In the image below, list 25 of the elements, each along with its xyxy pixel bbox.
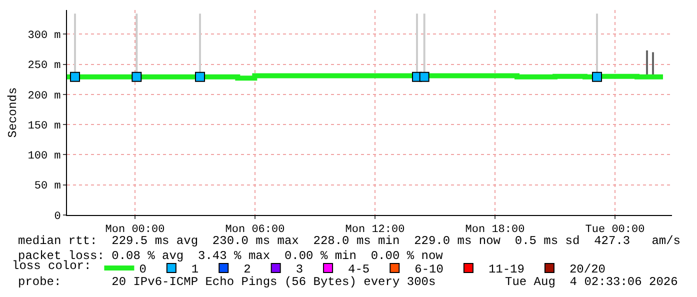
x-tick-label: Mon 06:00 [225,224,285,236]
y-tick-label: 50 m [34,180,62,193]
legend-label: 3 [296,262,304,277]
text: probe: 20 IPv6-ICMP Echo Pings (56 Bytes) every 300s [18,275,436,289]
legend-label: 4-5 [348,262,370,277]
legend-label: 0 [139,262,146,277]
y-tick-label: 300 m [28,30,62,42]
legend-label: 20/20 [569,262,606,277]
x-tick-label: Mon 18:00 [465,224,525,236]
y-tick-label: 150 m [28,120,62,132]
legend-label: 1 [191,262,199,277]
text: median rtt: 229.5 ms avg 230.0 ms max 228.0 ms min 229.0 ms now 0.5 ms sd 427.3 am/s [18,234,681,248]
y-tick-label: 100 m [28,150,62,163]
legend-label: 2 [244,262,251,277]
legend-title: loss color: [12,259,92,274]
x-tick-label: Mon 00:00 [105,224,165,236]
x-tick-label: Tue 00:00 [585,224,645,236]
legend-label: 11-19 [488,262,524,277]
y-tick-label: 250 m [28,60,62,72]
y-tick-label: 200 m [28,90,62,102]
x-tick-label: Mon 12:00 [345,224,405,236]
y-axis-title: Seconds [6,87,20,138]
y-tick-label: 0 [54,210,61,223]
text: Tue Aug 4 02:33:06 2026 [505,275,678,289]
legend-label: 6-10 [414,262,444,277]
